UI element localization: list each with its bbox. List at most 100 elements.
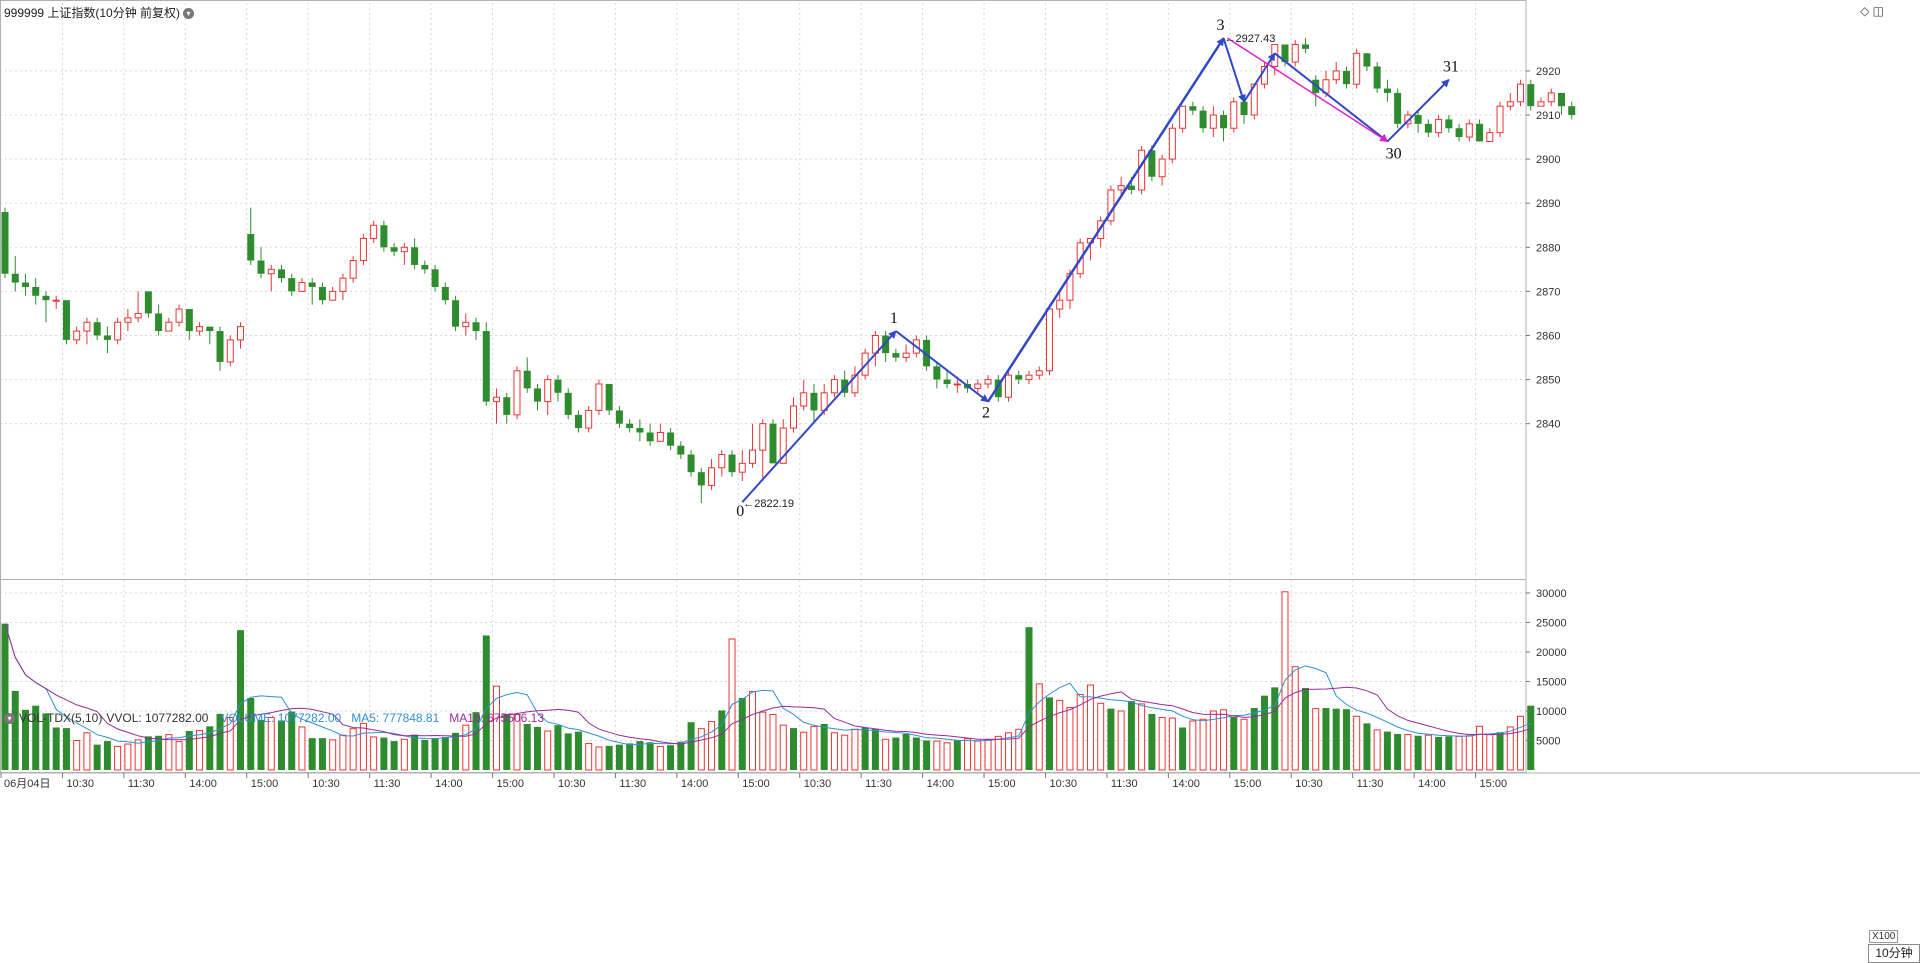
- time-tick-label: 14:00: [189, 778, 217, 790]
- candle-body: [718, 454, 726, 469]
- price-panel-frame: [0, 0, 1527, 580]
- volume-bar: [277, 720, 285, 770]
- candlestick: [288, 273, 296, 296]
- candlestick: [318, 282, 326, 305]
- candle-body: [953, 383, 961, 386]
- wave-label: 31: [1443, 59, 1459, 76]
- time-tick-label: 15:00: [1234, 778, 1262, 790]
- candlestick: [605, 383, 613, 415]
- volume-bar: [861, 727, 869, 770]
- candlestick: [1394, 88, 1402, 129]
- candle-body: [1537, 101, 1545, 107]
- candle-body: [226, 339, 234, 363]
- candle-body: [728, 454, 736, 473]
- volume-bar: [994, 735, 1002, 771]
- volume-bar: [308, 738, 316, 770]
- panel-toggle-icon[interactable]: ◫: [1872, 4, 1884, 18]
- candle-body: [810, 392, 818, 411]
- volume-bar: [237, 630, 245, 770]
- candle-body: [851, 374, 859, 394]
- candle-body: [21, 282, 29, 287]
- candlestick: [1189, 101, 1197, 116]
- ma5-value: MA5: 777848.81: [351, 711, 440, 725]
- candlestick: [851, 366, 859, 398]
- period-selector[interactable]: 10分钟: [1868, 944, 1920, 963]
- volume-bar: [185, 731, 193, 770]
- volume-bar: [605, 745, 613, 770]
- volume-bar: [769, 714, 777, 771]
- time-tick-label: 14:00: [435, 778, 463, 790]
- candle-body: [298, 282, 306, 292]
- candlestick: [155, 304, 163, 336]
- candle-body: [615, 410, 623, 424]
- candle-body: [42, 295, 50, 301]
- volume-bar: [667, 745, 675, 770]
- volume-bar: [1353, 715, 1361, 771]
- candlestick: [718, 450, 726, 477]
- candlestick: [165, 317, 173, 332]
- candlestick: [1312, 75, 1320, 107]
- chevron-down-icon[interactable]: ▾: [183, 8, 195, 20]
- volume-bar: [503, 713, 511, 770]
- chevron-down-icon[interactable]: ▾: [4, 713, 15, 725]
- time-tick-label: 11:30: [1111, 778, 1138, 790]
- volume-bar: [32, 705, 40, 770]
- candlestick: [1445, 115, 1453, 133]
- candle-body: [32, 286, 40, 296]
- sub-wave-pink-line: [1227, 37, 1389, 143]
- candlestick: [1117, 176, 1125, 195]
- volume-ma-lines: [4, 623, 1531, 746]
- volume-bar: [1230, 716, 1238, 770]
- ma10-value: MA10: 675506.13: [449, 711, 545, 725]
- candle-body: [83, 321, 91, 332]
- wave-label: 30: [1386, 145, 1402, 162]
- chart-title: 999999 上证指数(10分钟 前复权) ▾: [4, 4, 195, 21]
- volume-bar: [73, 739, 81, 771]
- volume-bar: [1414, 735, 1422, 770]
- candle-body: [749, 449, 757, 464]
- candle-body: [216, 331, 224, 362]
- volume-bars: [1, 591, 1535, 771]
- candlestick: [196, 322, 204, 336]
- candlestick: [564, 388, 572, 420]
- volume-bar: [1107, 708, 1115, 770]
- volume-bar: [1486, 734, 1494, 771]
- volume-bar: [226, 716, 234, 771]
- time-tick-label: 10:30: [66, 778, 94, 790]
- volume-bar: [984, 739, 992, 771]
- candle-body: [175, 308, 183, 323]
- candlestick: [1557, 92, 1565, 116]
- candlestick: [892, 348, 900, 362]
- axes: 2840 2850 2860 2870 2880 2890 2900 2910 2920 5000…: [0, 0, 1920, 790]
- candlestick: [1424, 119, 1432, 138]
- diamond-icon[interactable]: ◇: [1860, 4, 1870, 18]
- candlestick: [1383, 79, 1391, 102]
- volume-bar: [626, 743, 634, 770]
- candlestick: [339, 273, 347, 301]
- volume-bar: [1076, 693, 1084, 771]
- candle-body: [339, 277, 347, 292]
- volume-bar: [370, 736, 378, 771]
- candlestick: [1158, 154, 1166, 186]
- candlestick: [1005, 370, 1013, 402]
- volume-bar: [902, 734, 910, 770]
- wave-segment: [741, 330, 897, 503]
- candlestick: [984, 375, 992, 389]
- time-tick-label: 14:00: [1172, 778, 1200, 790]
- volume-bar: [964, 738, 972, 771]
- sub-wave-segment: [1222, 37, 1246, 103]
- price-tick-label: 2910: [1536, 110, 1560, 122]
- volume-bar: [1476, 725, 1484, 771]
- time-tick-label: 10:30: [1049, 778, 1077, 790]
- volume-bar: [749, 691, 757, 771]
- candle-body: [1332, 70, 1340, 81]
- candle-body: [574, 414, 582, 429]
- candlestick: [421, 260, 429, 274]
- time-tick-label: 14:00: [1418, 778, 1446, 790]
- candlestick: [626, 419, 634, 433]
- candlestick: [257, 247, 265, 279]
- wave-label: 2: [982, 405, 990, 422]
- candle-body: [523, 370, 531, 389]
- candlestick: [1281, 44, 1289, 67]
